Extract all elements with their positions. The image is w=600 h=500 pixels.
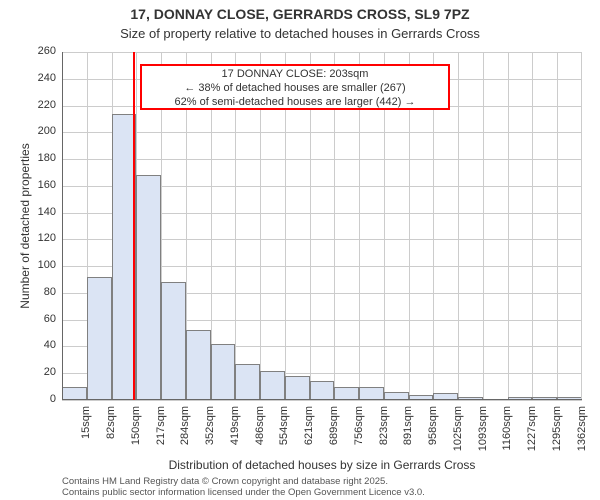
- footer-line-2: Contains public sector information licen…: [62, 487, 600, 498]
- chart-title: 17, DONNAY CLOSE, GERRARDS CROSS, SL9 7P…: [0, 6, 600, 22]
- histogram-bar: [359, 387, 384, 400]
- y-tick-label: 220: [24, 99, 56, 111]
- plot-area: 17 DONNAY CLOSE: 203sqm← 38% of detached…: [62, 52, 582, 400]
- y-tick-label: 240: [24, 72, 56, 84]
- y-tick-label: 100: [24, 259, 56, 271]
- annotation-line-2: ← 38% of detached houses are smaller (26…: [146, 82, 444, 96]
- y-axis-line: [62, 52, 63, 400]
- gridline-horizontal: [62, 400, 582, 401]
- histogram-bar: [310, 381, 335, 400]
- histogram-bar: [334, 387, 359, 400]
- x-tick-label: 689sqm: [328, 406, 340, 461]
- footer-line-1: Contains HM Land Registry data © Crown c…: [62, 476, 600, 487]
- chart-footer: Contains HM Land Registry data © Crown c…: [62, 476, 600, 498]
- y-tick-label: 180: [24, 152, 56, 164]
- x-tick-label: 150sqm: [130, 406, 142, 461]
- x-tick-label: 554sqm: [278, 406, 290, 461]
- histogram-bar: [260, 371, 285, 400]
- y-tick-label: 20: [24, 366, 56, 378]
- x-tick-label: 1160sqm: [501, 406, 513, 461]
- x-tick-label: 891sqm: [402, 406, 414, 461]
- gridline-horizontal: [62, 52, 582, 53]
- y-tick-label: 160: [24, 179, 56, 191]
- x-tick-label: 1295sqm: [551, 406, 563, 461]
- chart-subtitle: Size of property relative to detached ho…: [0, 26, 600, 41]
- x-tick-label: 1025sqm: [452, 406, 464, 461]
- x-tick-label: 1093sqm: [477, 406, 489, 461]
- x-tick-label: 15sqm: [80, 406, 92, 461]
- y-tick-label: 140: [24, 206, 56, 218]
- histogram-bar: [87, 277, 112, 400]
- histogram-bar: [62, 387, 87, 400]
- annotation-line-3: 62% of semi-detached houses are larger (…: [146, 96, 444, 110]
- gridline-vertical: [532, 52, 533, 400]
- histogram-bar: [136, 175, 161, 400]
- x-tick-label: 823sqm: [378, 406, 390, 461]
- y-tick-label: 260: [24, 45, 56, 57]
- x-tick-label: 1362sqm: [576, 406, 588, 461]
- gridline-vertical: [483, 52, 484, 400]
- y-tick-label: 200: [24, 125, 56, 137]
- reference-line: [133, 52, 135, 400]
- gridline-horizontal: [62, 159, 582, 160]
- gridline-horizontal: [62, 132, 582, 133]
- gridline-vertical: [458, 52, 459, 400]
- annotation-callout: 17 DONNAY CLOSE: 203sqm← 38% of detached…: [140, 64, 450, 110]
- x-tick-label: 352sqm: [204, 406, 216, 461]
- y-tick-label: 0: [24, 393, 56, 405]
- gridline-vertical: [557, 52, 558, 400]
- y-tick-label: 40: [24, 339, 56, 351]
- x-tick-label: 486sqm: [254, 406, 266, 461]
- gridline-vertical: [508, 52, 509, 400]
- chart-container: { "title": "17, DONNAY CLOSE, GERRARDS C…: [0, 0, 600, 500]
- gridline-vertical: [581, 52, 582, 400]
- x-tick-label: 217sqm: [155, 406, 167, 461]
- x-tick-label: 958sqm: [427, 406, 439, 461]
- y-tick-label: 60: [24, 313, 56, 325]
- histogram-bar: [235, 364, 260, 400]
- x-tick-label: 621sqm: [303, 406, 315, 461]
- histogram-bar: [161, 282, 186, 400]
- x-tick-label: 419sqm: [229, 406, 241, 461]
- histogram-bar: [211, 344, 236, 400]
- histogram-bar: [186, 330, 211, 400]
- x-tick-label: 1227sqm: [526, 406, 538, 461]
- x-tick-label: 82sqm: [105, 406, 117, 461]
- y-tick-label: 80: [24, 286, 56, 298]
- annotation-line-1: 17 DONNAY CLOSE: 203sqm: [146, 68, 444, 82]
- histogram-bar: [285, 376, 310, 400]
- x-tick-label: 284sqm: [179, 406, 191, 461]
- y-tick-label: 120: [24, 232, 56, 244]
- x-axis-line: [62, 399, 582, 400]
- x-tick-label: 756sqm: [353, 406, 365, 461]
